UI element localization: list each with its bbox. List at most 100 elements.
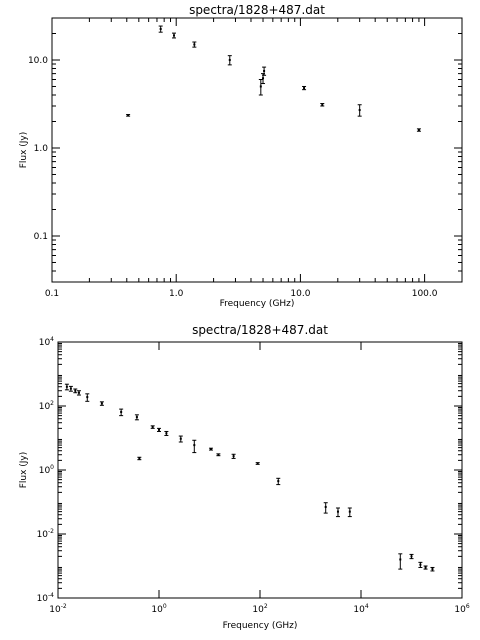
data-point xyxy=(134,414,139,421)
x-tick-exponent: 4 xyxy=(365,603,369,610)
data-point xyxy=(276,477,281,486)
data-point xyxy=(430,566,435,572)
point-marker xyxy=(303,87,306,90)
data-point xyxy=(258,79,263,96)
y-tick-label: 10.0 xyxy=(28,56,48,66)
data-point xyxy=(137,456,142,461)
y-tick-exponent: 0 xyxy=(50,464,54,471)
x-tick-label: 0.1 xyxy=(45,289,59,299)
data-point xyxy=(216,453,221,457)
data-point xyxy=(119,408,124,417)
data-point xyxy=(255,462,260,465)
point-marker xyxy=(179,437,182,440)
data-point xyxy=(73,388,78,394)
data-point xyxy=(357,104,362,117)
point-marker xyxy=(120,410,123,413)
point-marker xyxy=(399,558,402,561)
y-tick-exponent: -2 xyxy=(48,528,54,535)
y-tick-base: 10 xyxy=(37,594,49,604)
plot-frame xyxy=(51,17,463,283)
data-point xyxy=(418,561,423,568)
point-marker xyxy=(358,109,361,112)
data-point xyxy=(347,507,352,518)
chart-panel-1: spectra/1828+487.dat Frequency (GHz) Flux … xyxy=(19,3,463,309)
data-point xyxy=(302,85,307,91)
point-marker xyxy=(158,428,160,431)
x-tick-label: 102 xyxy=(252,603,267,615)
point-marker xyxy=(165,432,168,435)
data-point xyxy=(164,430,169,436)
x-tick-label: 106 xyxy=(454,603,469,615)
data-point xyxy=(409,553,414,560)
point-marker xyxy=(77,391,80,394)
data-point xyxy=(85,393,90,402)
y-tick-base: 10 xyxy=(39,402,51,412)
data-point xyxy=(76,390,81,396)
x-axis-label: Frequency (GHz) xyxy=(223,621,298,631)
data-point xyxy=(68,385,73,392)
data-point xyxy=(398,553,403,570)
y-tick-label: 104 xyxy=(39,336,54,348)
point-marker xyxy=(138,457,141,460)
data-point xyxy=(192,41,197,48)
x-tick-base: 10 xyxy=(252,605,264,615)
y-tick-label: 100 xyxy=(39,464,54,476)
data-point xyxy=(231,453,236,459)
x-tick-label: 10-2 xyxy=(49,603,67,615)
point-marker xyxy=(69,387,72,390)
point-marker xyxy=(86,396,89,399)
point-marker xyxy=(217,453,220,456)
data-point xyxy=(158,25,163,33)
data-point xyxy=(192,439,197,454)
point-marker xyxy=(410,555,413,558)
y-tick-exponent: 4 xyxy=(50,336,54,343)
y-axis-label: Flux (Jy) xyxy=(19,452,29,489)
point-marker xyxy=(277,480,280,483)
data-point xyxy=(423,565,428,570)
point-marker xyxy=(424,566,427,569)
point-marker xyxy=(135,416,138,419)
data-point xyxy=(335,507,340,518)
y-tick-exponent: -4 xyxy=(48,592,54,599)
chart-title: spectra/1828+487.dat xyxy=(192,323,328,337)
data-point xyxy=(64,383,69,391)
data-point xyxy=(150,425,155,429)
x-tick-base: 10 xyxy=(151,605,163,615)
point-marker xyxy=(100,402,103,405)
point-marker xyxy=(431,568,434,571)
data-point xyxy=(208,447,213,451)
point-marker xyxy=(321,103,324,106)
x-tick-base: 10 xyxy=(353,605,365,615)
point-marker xyxy=(65,385,68,388)
point-marker xyxy=(336,510,339,513)
data-point xyxy=(416,128,421,132)
point-marker xyxy=(228,58,231,61)
point-marker xyxy=(151,426,154,429)
x-tick-label: 100.0 xyxy=(412,289,438,299)
data-point xyxy=(323,502,328,514)
point-marker xyxy=(262,77,265,80)
x-tick-exponent: 2 xyxy=(264,603,268,610)
data-point xyxy=(172,32,177,39)
point-marker xyxy=(259,85,262,88)
point-marker xyxy=(127,114,130,117)
data-point xyxy=(99,401,104,406)
data-point xyxy=(262,66,267,76)
y-tick-label: 102 xyxy=(39,400,54,412)
x-tick-base: 10 xyxy=(454,605,466,615)
y-tick-base: 10 xyxy=(37,530,49,540)
y-tick-label: 10-2 xyxy=(37,528,55,540)
x-tick-exponent: 0 xyxy=(163,603,167,610)
y-tick-label: 0.1 xyxy=(34,232,48,242)
data-point xyxy=(126,114,131,117)
point-marker xyxy=(74,389,77,392)
x-tick-label: 100 xyxy=(151,603,166,615)
x-tick-label: 1.0 xyxy=(169,289,184,299)
data-point xyxy=(320,103,325,107)
point-marker xyxy=(417,129,420,132)
point-marker xyxy=(193,43,196,46)
y-tick-label: 10-4 xyxy=(37,592,55,604)
data-point xyxy=(157,427,161,432)
chart-title: spectra/1828+487.dat xyxy=(189,3,325,17)
